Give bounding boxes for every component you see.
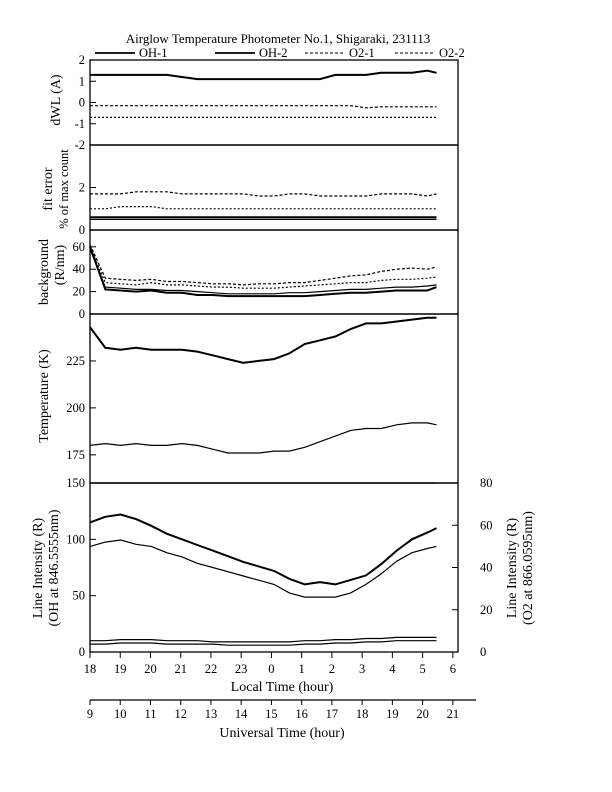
y-tick-temperature: 200 xyxy=(66,401,85,415)
panel-frame-background xyxy=(89,229,459,315)
y-tick-intensity: 80 xyxy=(480,476,493,490)
y-tick-dwl: 0 xyxy=(79,96,85,110)
x-tick-ut: 9 xyxy=(87,707,93,721)
series-line-intensity xyxy=(89,539,437,598)
x-tick-local: 23 xyxy=(235,662,248,676)
x-tick-ut: 17 xyxy=(326,707,339,721)
y-label-fit-1: fit error xyxy=(41,167,56,210)
series-line-intensity xyxy=(90,636,437,643)
x-tick-ut: 18 xyxy=(356,707,369,721)
y-tick-background: 40 xyxy=(73,262,86,276)
y2-label-int-2: (O2 at 866.0595nm) xyxy=(521,511,536,625)
y-label-fit-2: % of max count xyxy=(57,149,71,229)
x-tick-local: 18 xyxy=(84,662,97,676)
y-tick-temperature: 225 xyxy=(66,354,85,368)
y-tick-intensity: 60 xyxy=(480,518,493,532)
series-line-dwl xyxy=(90,69,437,81)
x-tick-local: 20 xyxy=(144,662,157,676)
y-tick-intensity: 0 xyxy=(79,645,85,659)
y-label-int-2: (OH at 846.5555nm) xyxy=(47,509,62,626)
x-label-local: Local Time (hour) xyxy=(231,680,334,695)
x-tick-ut: 15 xyxy=(265,707,278,721)
legend-label: O2-1 xyxy=(349,46,375,60)
x-tick-local: 22 xyxy=(205,662,218,676)
x-tick-ut: 11 xyxy=(144,707,156,721)
y-tick-dwl: 2 xyxy=(79,53,85,67)
series-line-temperature xyxy=(89,422,437,454)
series-line-background xyxy=(89,246,437,289)
panel-frame-intensity xyxy=(89,482,459,653)
y-tick-fit: 2 xyxy=(79,181,85,195)
x-tick-local: 4 xyxy=(389,662,396,676)
y-tick-intensity: 40 xyxy=(480,561,493,575)
y-tick-intensity: 0 xyxy=(480,645,486,659)
legend: OH-1 OH-2 O2-1 O2-2 xyxy=(95,46,465,60)
y-label-bg-1: background xyxy=(37,239,52,305)
y-label-dwl: dWL (A) xyxy=(49,74,64,126)
x-tick-local: 2 xyxy=(329,662,335,676)
series-line-background xyxy=(89,246,437,298)
y-label-int-1: Line Intensity (R) xyxy=(31,518,46,619)
chart-title: Airglow Temperature Photometer No.1, Shi… xyxy=(126,31,431,46)
series-line-fit xyxy=(90,206,437,210)
x-tick-local: 5 xyxy=(419,662,425,676)
series-line-fit xyxy=(90,191,437,197)
y-tick-intensity: 150 xyxy=(66,476,85,490)
series-line-temperature xyxy=(89,316,437,364)
series-line-intensity xyxy=(89,513,437,586)
x-tick-ut: 21 xyxy=(447,707,460,721)
x-tick-ut: 13 xyxy=(205,707,218,721)
y-tick-background: 0 xyxy=(79,307,85,321)
series-line-dwl xyxy=(90,105,437,109)
x-tick-ut: 16 xyxy=(295,707,308,721)
x-tick-ut: 12 xyxy=(174,707,187,721)
x-tick-ut: 19 xyxy=(386,707,399,721)
y2-label-int-1: Line Intensity (R) xyxy=(505,518,520,619)
x-tick-local: 6 xyxy=(450,662,456,676)
panel-frame-temperature xyxy=(89,313,459,484)
y-tick-temperature: 175 xyxy=(66,448,85,462)
y-tick-dwl: 1 xyxy=(79,74,85,88)
axis-ticks: 210-1-2206040200225200175150100500806040… xyxy=(66,53,492,721)
x-tick-ut: 20 xyxy=(416,707,429,721)
series-line-intensity xyxy=(90,640,437,646)
y-tick-intensity: 20 xyxy=(480,603,493,617)
y-tick-dwl: -2 xyxy=(75,138,85,152)
x-tick-ut: 14 xyxy=(235,707,248,721)
x-label-ut: Universal Time (hour) xyxy=(219,726,345,741)
y-tick-intensity: 50 xyxy=(73,589,86,603)
y-label-temp: Temperature (K) xyxy=(37,349,52,443)
series-line-background xyxy=(89,248,437,295)
y-label-bg-2: (R/nm) xyxy=(53,244,68,285)
x-tick-local: 1 xyxy=(299,662,305,676)
series-line-background xyxy=(89,244,437,286)
x-tick-local: 21 xyxy=(174,662,187,676)
x-tick-local: 3 xyxy=(359,662,365,676)
x-tick-local: 19 xyxy=(114,662,127,676)
y-tick-background: 20 xyxy=(73,285,86,299)
legend-label: OH-1 xyxy=(139,46,167,60)
legend-label: OH-2 xyxy=(259,46,287,60)
y-tick-background: 60 xyxy=(73,240,86,254)
x-tick-local: 0 xyxy=(268,662,274,676)
y-tick-intensity: 100 xyxy=(66,532,85,546)
y-tick-dwl: -1 xyxy=(75,117,85,131)
panel-frames xyxy=(89,59,459,653)
series-lines xyxy=(89,69,437,646)
x-tick-ut: 10 xyxy=(114,707,127,721)
y-tick-fit: 0 xyxy=(79,223,85,237)
legend-label: O2-2 xyxy=(439,46,465,60)
